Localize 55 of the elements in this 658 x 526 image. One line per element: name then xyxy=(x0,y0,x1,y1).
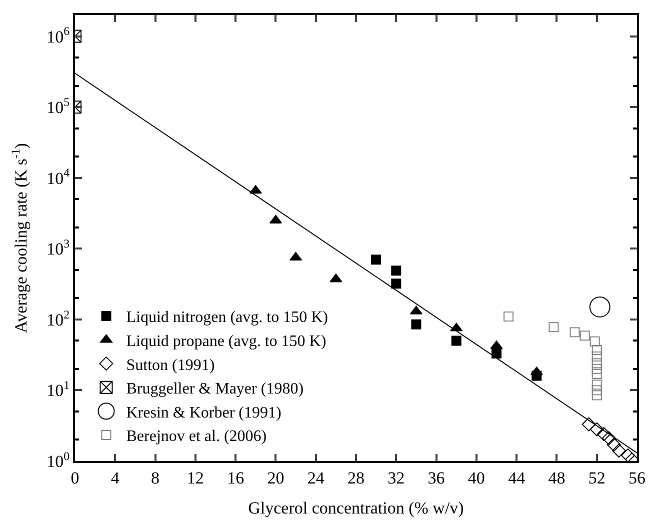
legend-label: Liquid nitrogen (avg. to 150 K) xyxy=(126,309,328,326)
point xyxy=(602,431,616,446)
point xyxy=(606,438,621,452)
x-tick-label: 0 xyxy=(70,468,80,488)
y-tick-label: 10$^{1}$ xyxy=(46,378,70,400)
point xyxy=(596,427,611,442)
point xyxy=(590,422,604,436)
point xyxy=(590,336,600,346)
point xyxy=(589,296,610,318)
legend-label: Bruggeller & Mayer (1980) xyxy=(126,380,304,398)
y-tick-label: 10$^{3}$ xyxy=(46,236,70,259)
x-tick-label: 4 xyxy=(110,468,120,488)
legend-label: Liquid propane (avg. to 150 K) xyxy=(126,333,326,350)
point xyxy=(620,448,635,461)
x-tick-label: 32 xyxy=(388,468,405,488)
point xyxy=(580,330,590,341)
point xyxy=(548,322,559,332)
point xyxy=(592,368,602,379)
point xyxy=(612,444,626,458)
point xyxy=(411,319,422,330)
legend-label: Berejnov et al. (2006) xyxy=(126,428,267,446)
y-tick-label: 10$^{4}$ xyxy=(46,166,70,188)
point xyxy=(504,312,514,322)
point xyxy=(592,345,602,355)
point xyxy=(451,336,462,346)
point xyxy=(592,380,602,390)
point xyxy=(391,278,402,289)
point xyxy=(582,417,596,432)
x-tick-label: 36 xyxy=(428,468,445,488)
y-tick-label: 10$^{2}$ xyxy=(46,307,70,330)
y-tick-label: 10$^{0}$ xyxy=(46,448,70,471)
x-tick-label: 24 xyxy=(307,468,325,488)
x-tick-label: 48 xyxy=(548,468,566,488)
point xyxy=(592,358,602,368)
x-tick-label: 16 xyxy=(227,468,244,488)
point xyxy=(592,364,602,374)
point xyxy=(592,385,602,396)
point xyxy=(371,254,382,265)
point xyxy=(391,266,402,276)
x-tick-label: 40 xyxy=(468,468,485,488)
point xyxy=(592,351,602,362)
x-tick-label: 12 xyxy=(186,468,204,488)
x-tick-label: 44 xyxy=(508,468,526,488)
point xyxy=(592,390,602,400)
x-tick-label: 28 xyxy=(348,468,364,488)
legend-label: Sutton (1991) xyxy=(126,356,215,374)
legend-label: Kresin & Korber (1991) xyxy=(126,404,282,422)
x-axis-title: Glycerol concentration (% w/v) xyxy=(248,498,464,518)
x-tick-label: 56 xyxy=(628,468,646,488)
x-tick-label: 20 xyxy=(267,468,284,488)
y-tick-label: 10$^{6}$ xyxy=(46,24,70,46)
point xyxy=(570,327,580,338)
x-tick-label: 52 xyxy=(588,468,606,488)
x-tick-label: 8 xyxy=(151,468,160,488)
y-tick-label: 10$^{5}$ xyxy=(46,94,70,118)
